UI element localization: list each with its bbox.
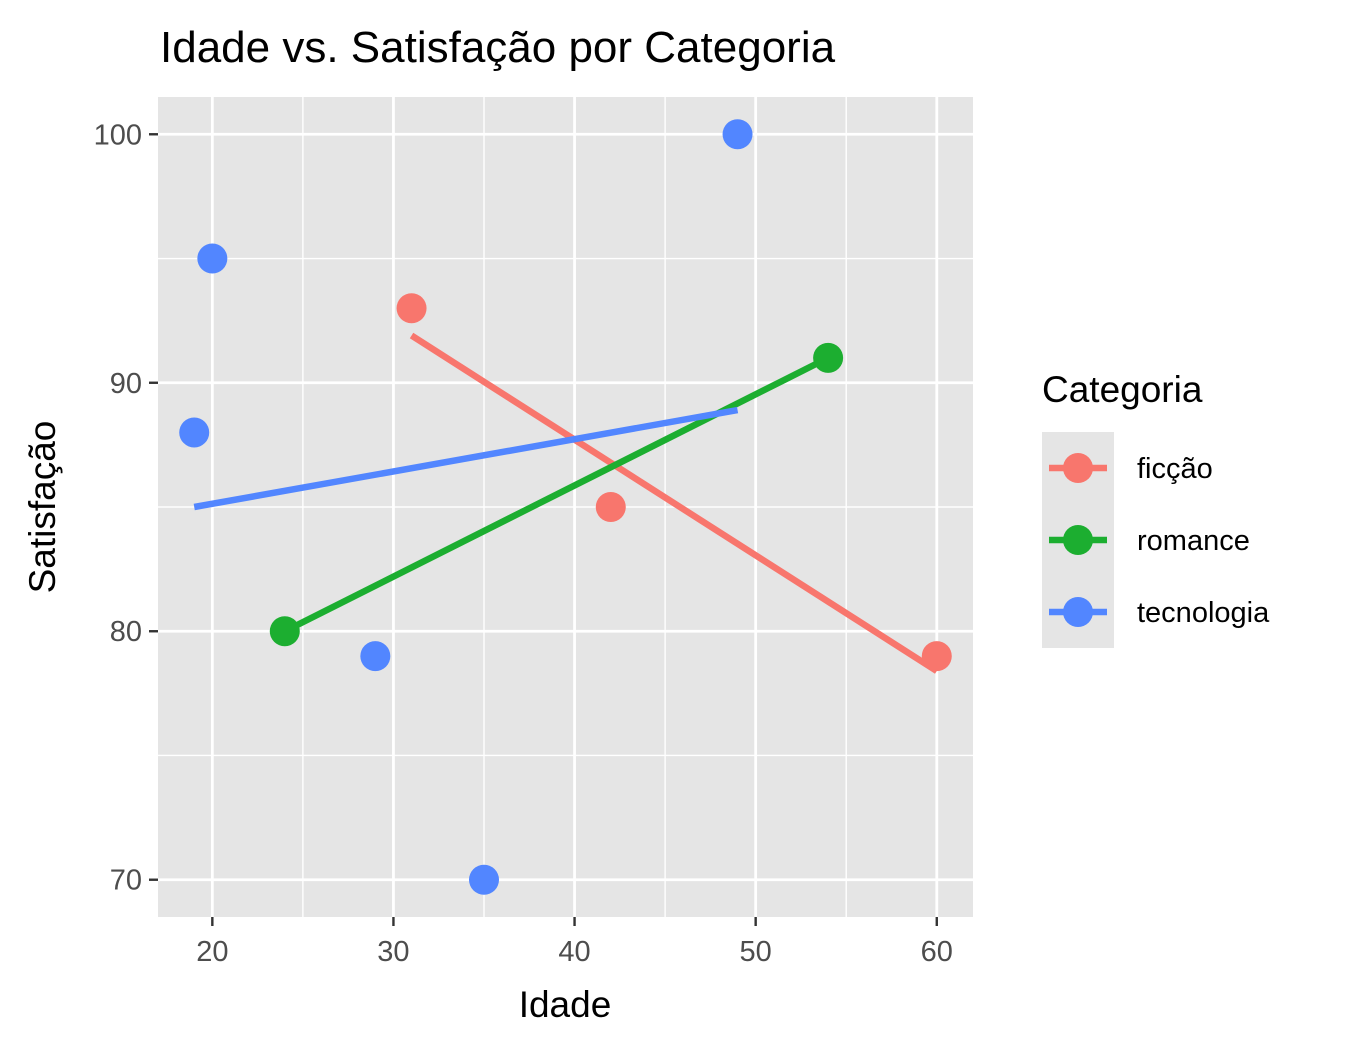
x-tick-label: 50 (740, 936, 772, 968)
data-point-ficção (396, 293, 427, 324)
legend-label: romance (1137, 525, 1250, 557)
legend-title: Categoria (1042, 369, 1203, 410)
legend-key-point (1063, 597, 1093, 627)
x-tick-label: 40 (558, 936, 590, 968)
legend: Categoria ficção romance tecnologia (1042, 369, 1270, 648)
trend-lines (193, 332, 939, 674)
y-tick-label: 70 (110, 865, 142, 897)
data-point-tecnologia (722, 119, 753, 150)
y-tick-label: 80 (110, 616, 142, 648)
x-tick-label: 20 (196, 936, 228, 968)
data-point-tecnologia (360, 641, 391, 672)
data-point-romance (813, 342, 844, 373)
x-tick-label: 30 (377, 936, 409, 968)
legend-key-point (1063, 453, 1093, 483)
chart-title: Idade vs. Satisfação por Categoria (160, 23, 836, 72)
trend-line-tecnologia (193, 406, 739, 511)
data-point-ficção (921, 641, 952, 672)
data-point-tecnologia (179, 417, 210, 448)
grid-minor (158, 97, 973, 917)
legend-label: tecnologia (1137, 597, 1270, 629)
data-points (179, 119, 952, 895)
y-tick-label: 100 (94, 119, 142, 151)
legend-label: ficção (1137, 453, 1213, 485)
x-axis-title: Idade (519, 984, 612, 1025)
y-tick-label: 90 (110, 368, 142, 400)
data-point-tecnologia (197, 243, 228, 274)
x-axis: 20 30 40 50 60 (196, 917, 953, 968)
data-point-romance (269, 616, 300, 647)
legend-key-point (1063, 525, 1093, 555)
y-axis: 70 80 90 100 (94, 119, 158, 897)
x-tick-label: 60 (921, 936, 953, 968)
trend-line-romance (283, 355, 830, 635)
data-point-ficção (595, 492, 626, 522)
trend-line-ficção (409, 332, 939, 674)
data-point-tecnologia (469, 864, 499, 895)
y-axis-title: Satisfação (22, 421, 63, 594)
grid-major (158, 97, 973, 917)
